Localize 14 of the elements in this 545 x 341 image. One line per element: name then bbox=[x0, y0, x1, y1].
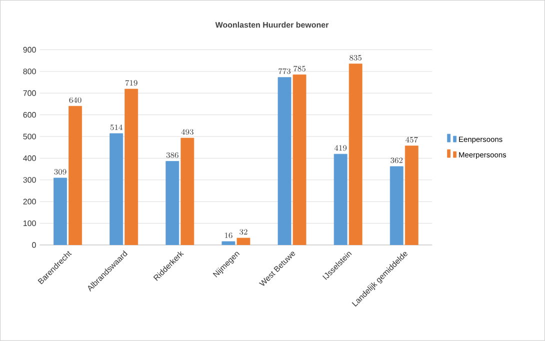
bar bbox=[278, 77, 292, 246]
bar bbox=[54, 178, 67, 246]
bar bbox=[180, 138, 194, 246]
bar bbox=[348, 64, 362, 246]
bar bbox=[124, 88, 138, 246]
bar bbox=[68, 106, 82, 246]
bar bbox=[166, 161, 180, 246]
bar bbox=[236, 238, 250, 246]
bar bbox=[222, 241, 236, 246]
bar bbox=[110, 133, 124, 246]
bar bbox=[390, 166, 404, 246]
bar bbox=[404, 146, 418, 246]
bar bbox=[292, 74, 306, 246]
bar bbox=[334, 154, 348, 246]
